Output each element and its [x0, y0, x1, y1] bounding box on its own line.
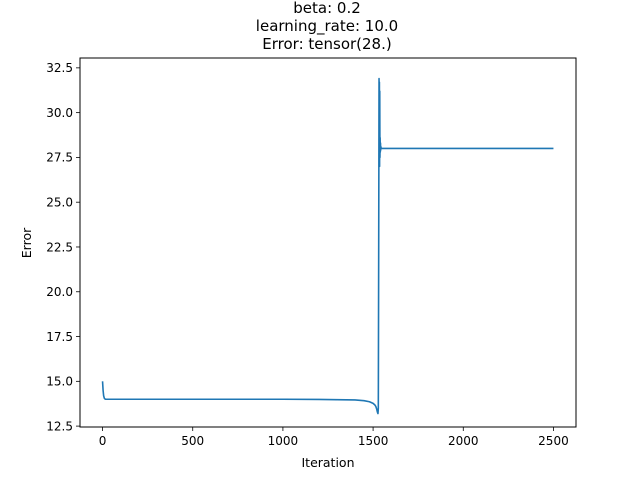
x-tick-label: 2000	[448, 434, 479, 448]
y-tick-label: 15.0	[46, 375, 73, 389]
y-tick-label: 30.0	[46, 106, 73, 120]
series-line-0	[101, 77, 554, 415]
x-tick-label: 500	[181, 434, 204, 448]
y-axis-ticks: 12.5 15.0 17.5 20.0 22.5 25.0 27.5 30.0 32.5	[46, 61, 80, 433]
y-tick-label: 25.0	[46, 195, 73, 209]
x-axis-label: Iteration	[301, 455, 354, 470]
x-tick-label: 1500	[358, 434, 389, 448]
y-tick-label: 32.5	[46, 61, 73, 75]
title-line-error: Error: tensor(28.)	[262, 35, 391, 53]
y-tick-label: 27.5	[46, 151, 73, 165]
chart-title: beta: 0.2 learning_rate: 10.0 Error: ten…	[256, 0, 398, 53]
y-axis-label: Error	[19, 227, 34, 258]
title-line-beta: beta: 0.2	[293, 0, 361, 17]
y-tick-label: 22.5	[46, 240, 73, 254]
x-tick-label: 1000	[268, 434, 299, 448]
axes-frame	[79, 57, 577, 428]
y-tick-label: 12.5	[46, 419, 73, 433]
y-tick-label: 17.5	[46, 330, 73, 344]
x-axis-ticks: 0 500 1000 1500 2000 2500	[99, 427, 569, 448]
title-line-learning-rate: learning_rate: 10.0	[256, 17, 398, 36]
x-tick-label: 2500	[538, 434, 569, 448]
y-tick-label: 20.0	[46, 285, 73, 299]
series-layer	[101, 77, 554, 415]
x-tick-label: 0	[99, 434, 107, 448]
